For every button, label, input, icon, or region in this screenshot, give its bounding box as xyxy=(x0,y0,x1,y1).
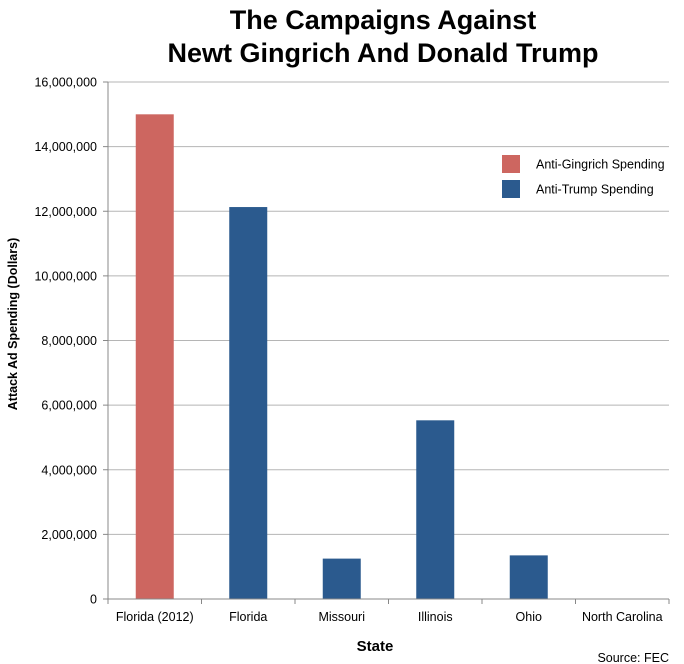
y-tick-label: 0 xyxy=(90,593,97,607)
bar-florida-2012 xyxy=(135,114,174,599)
x-tick-label: Missouri xyxy=(318,610,365,624)
bar-florida xyxy=(229,207,268,599)
bar-ohio xyxy=(509,555,548,599)
y-tick-label: 14,000,000 xyxy=(34,140,97,154)
x-tick-label: North Carolina xyxy=(582,610,663,624)
y-tick-label: 4,000,000 xyxy=(41,463,97,477)
legend-label: Anti-Trump Spending xyxy=(536,183,654,197)
x-tick-label: Florida xyxy=(229,610,267,624)
legend-label: Anti-Gingrich Spending xyxy=(536,158,665,172)
x-axis: Florida (2012) Florida Missouri Illinois Ohi… xyxy=(107,598,670,624)
bar-illinois xyxy=(416,420,455,599)
legend-swatch xyxy=(502,155,520,173)
chart-title-line-1: The Campaigns Against xyxy=(230,5,537,35)
gridlines xyxy=(108,81,669,535)
chart-title-line-2: Newt Gingrich And Donald Trump xyxy=(168,38,599,68)
y-axis-title: Attack Ad Spending (Dollars) xyxy=(6,238,20,410)
source-note: Source: FEC xyxy=(597,651,669,664)
bar-missouri xyxy=(322,558,361,599)
legend-swatch xyxy=(502,180,520,198)
y-tick-label: 10,000,000 xyxy=(34,269,97,283)
x-tick-label: Illinois xyxy=(418,610,453,624)
y-axis: 0 2,000,000 4,000,000 6,000,000 8,000,000 10,… xyxy=(34,76,109,607)
y-tick-label: 6,000,000 xyxy=(41,399,97,413)
x-axis-title: State xyxy=(357,638,394,655)
y-tick-label: 8,000,000 xyxy=(41,334,97,348)
y-tick-label: 2,000,000 xyxy=(41,528,97,542)
bars xyxy=(135,114,548,599)
y-tick-label: 16,000,000 xyxy=(34,76,97,90)
chart-title: The Campaigns Against Newt Gingrich And … xyxy=(168,5,599,68)
y-tick-label: 12,000,000 xyxy=(34,205,97,219)
x-tick-label: Ohio xyxy=(516,610,542,624)
legend: Anti-Gingrich Spending Anti-Trump Spendin… xyxy=(502,155,665,198)
x-tick-label: Florida (2012) xyxy=(116,610,194,624)
